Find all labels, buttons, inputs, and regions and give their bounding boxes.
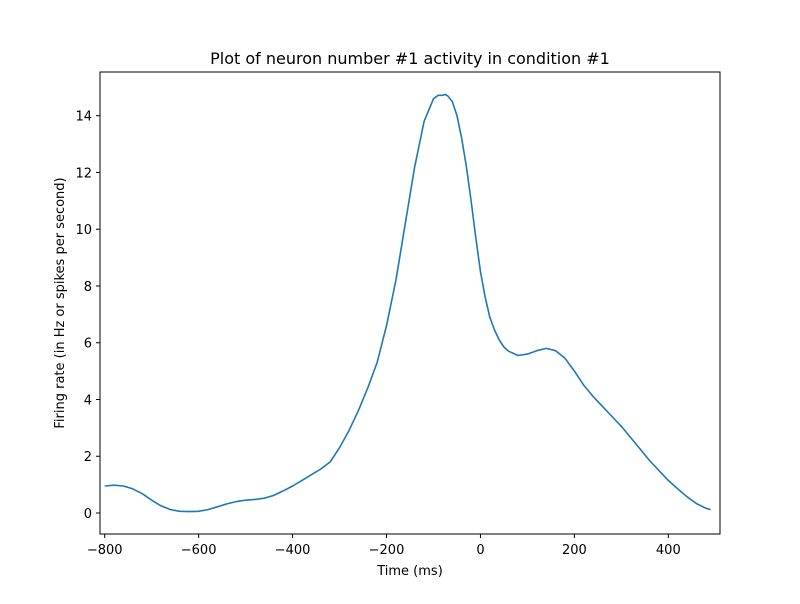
chart-title: Plot of neuron number #1 activity in con… [210,49,610,68]
x-tick-label: −400 [275,543,311,558]
x-tick-label: −800 [87,543,123,558]
y-tick-label: 6 [84,337,92,352]
x-tick-label: −600 [181,543,217,558]
x-tick-label: 400 [656,543,681,558]
x-axis-label: Time (ms) [376,564,443,579]
x-tick-label: 0 [476,543,484,558]
y-tick-label: 2 [84,450,92,465]
y-tick-label: 10 [75,223,92,238]
plot-frame [99,71,721,535]
y-tick-label: 4 [84,393,92,408]
y-tick-label: 14 [75,110,92,125]
y-axis: 0 2 4 6 8 10 12 14 [75,110,100,522]
y-tick-label: 0 [84,507,92,522]
plot-marks [104,93,711,513]
series-line-1 [104,93,711,513]
x-tick-label: 200 [562,543,587,558]
y-axis-label: Firing rate (in Hz or spikes per second) [53,177,68,428]
y-tick-label: 8 [84,280,92,295]
x-tick-label: −200 [369,543,405,558]
x-axis: −800 −600 −400 −200 0 200 400 [87,534,681,558]
y-tick-label: 12 [75,166,92,181]
